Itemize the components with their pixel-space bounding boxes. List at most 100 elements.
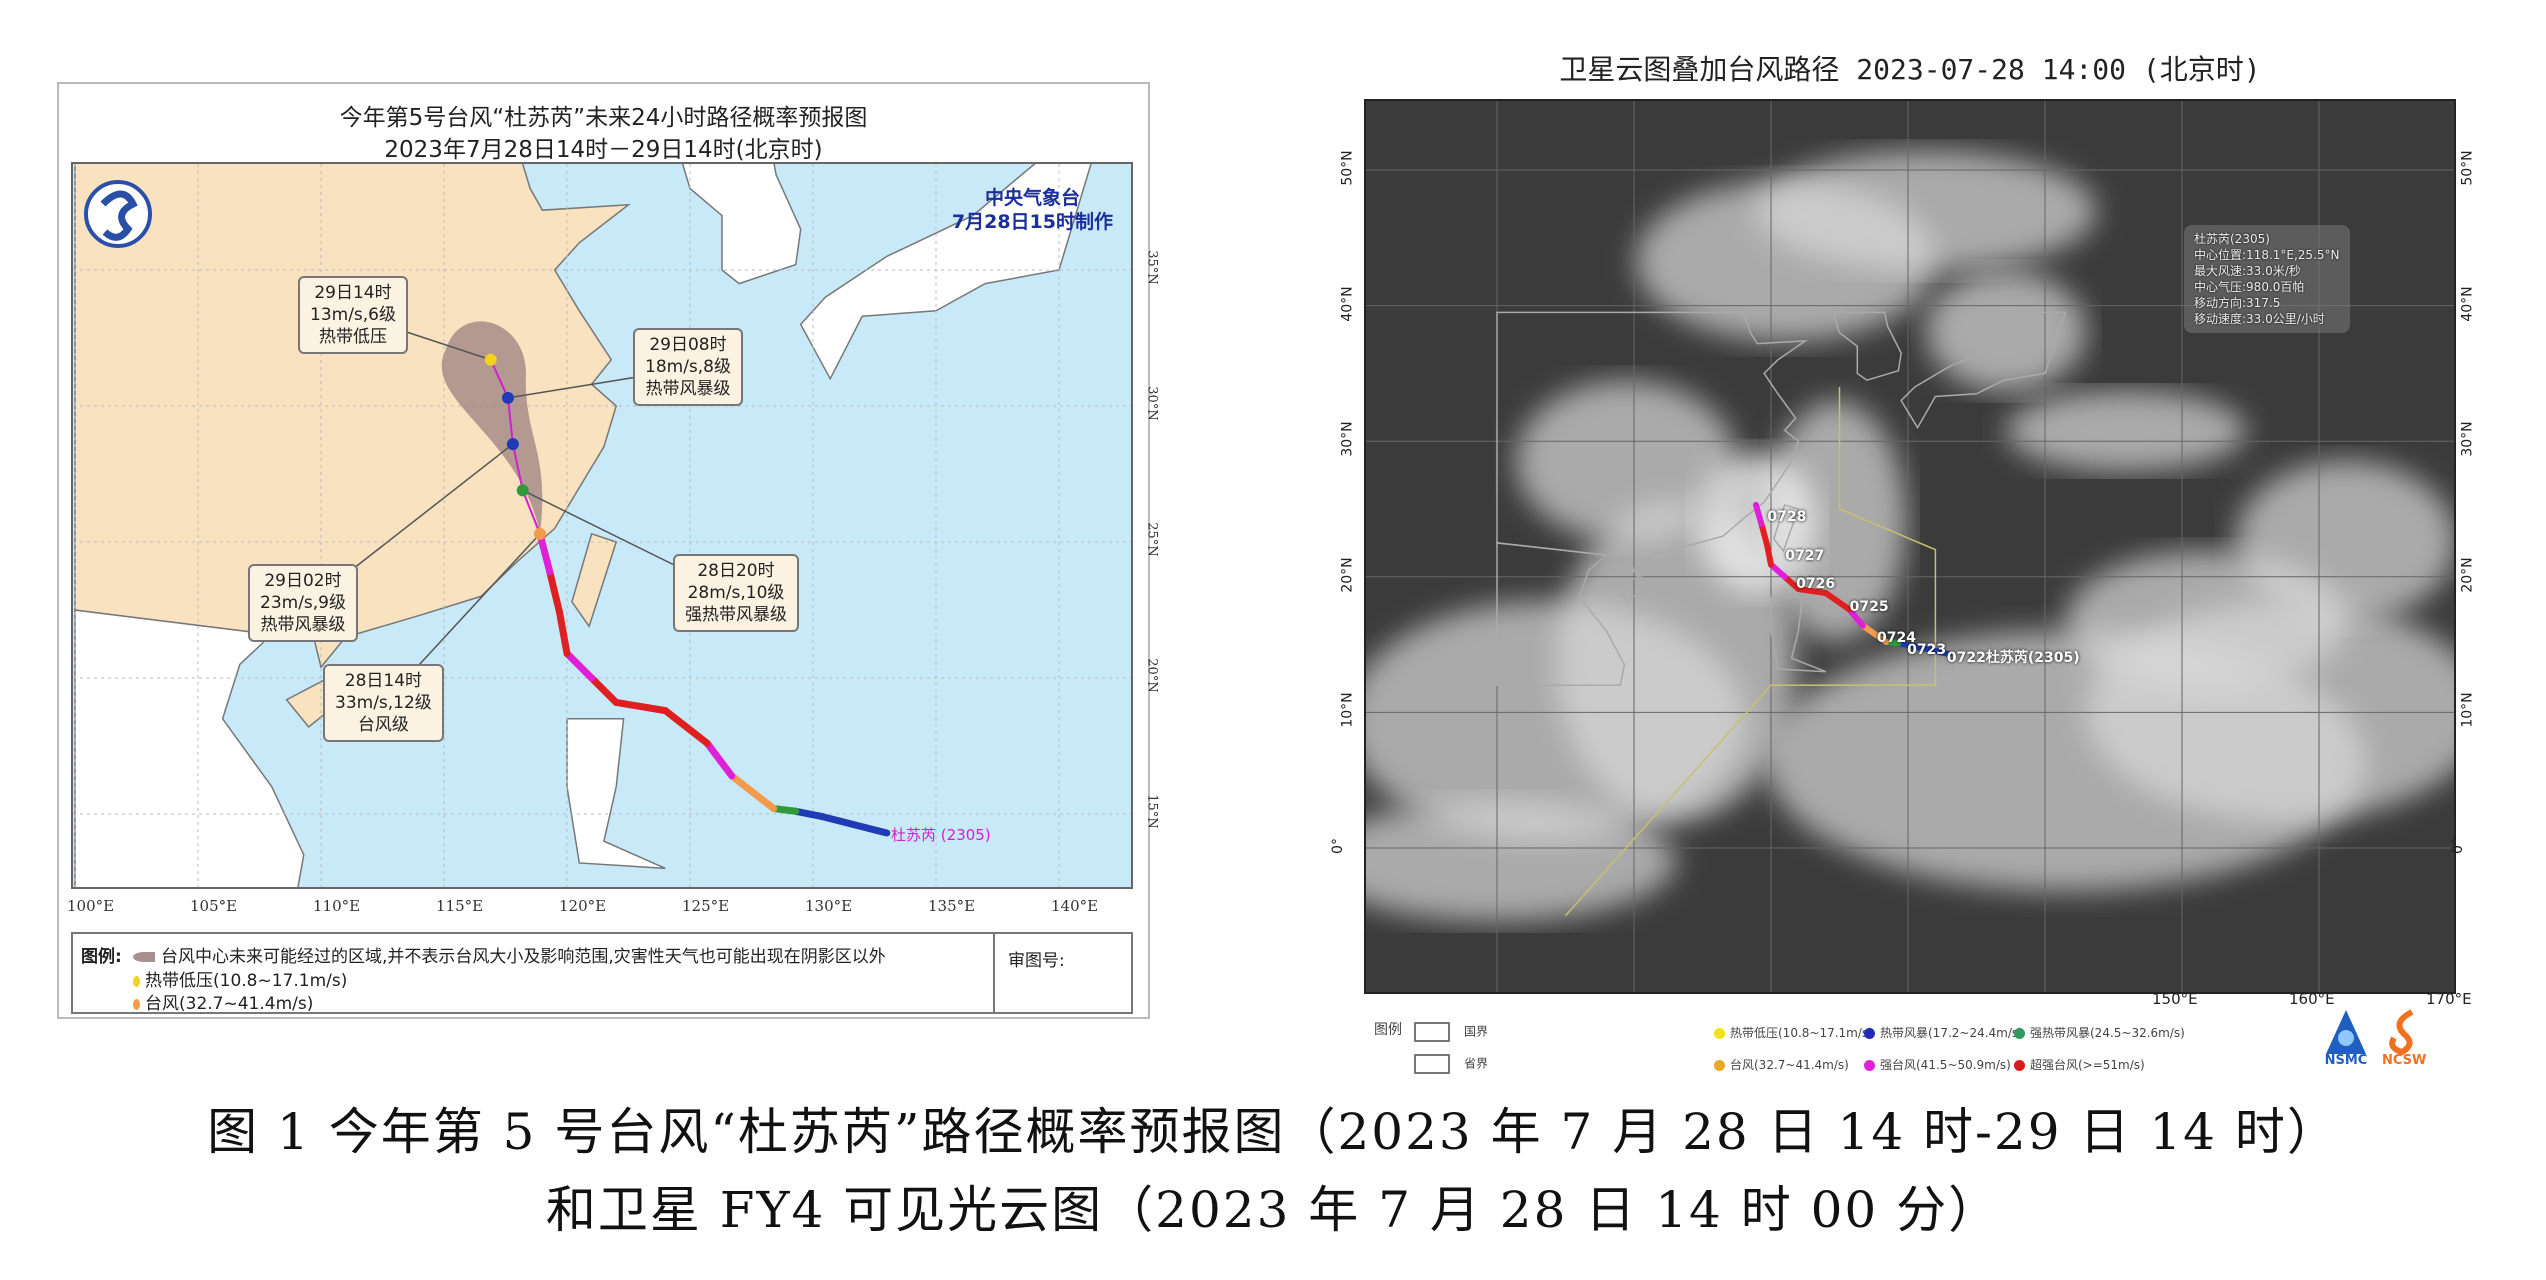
track-date-label: 0722杜苏芮(2305) [1946, 650, 2080, 667]
coastline [1613, 574, 1649, 603]
callout-wind: 28m/s,10级 [687, 583, 785, 603]
ncsw-logo-text: NCSW [2382, 1053, 2427, 1068]
legend-item: 超强台风(>=51m/s) [2014, 1056, 2145, 1073]
typhoon-code: (2305) [940, 826, 991, 844]
legend-cone: 台风中心未来可能经过的区域,并不表示台风大小及影响范围,灾害性天气也可能出现在阴… [133, 942, 886, 967]
forecast-map-canvas [73, 164, 1131, 887]
lat-tick-label: 10°N [2459, 692, 2476, 729]
callout-grade: 热带低压 [319, 327, 387, 347]
callout-wind: 13m/s,6级 [310, 305, 396, 325]
coastline [1772, 504, 1800, 553]
foreign-land [74, 609, 305, 887]
japan-land [799, 164, 1092, 381]
lat-tick-label: 30°N [2459, 421, 2476, 457]
coastline [1831, 311, 1902, 382]
border-swatch-icon [1414, 1022, 1450, 1042]
forecast-point [516, 484, 529, 497]
forecast-callout: 29日14时 13m/s,6级 热带低压 [298, 276, 408, 354]
track-segment [770, 805, 800, 815]
track-segment [1752, 501, 1765, 527]
forecast-callout: 29日02时 23m/s,9级 热带风暴级 [248, 564, 358, 642]
callout-wind: 18m/s,8级 [645, 357, 731, 377]
forecast-map: 中央气象台 7月28日15时制作 28日14时 33m/s,12级 台风级 28日20… [71, 162, 1133, 889]
lon-tick-label: 115°E [436, 897, 484, 915]
cone-text: 台风中心未来可能经过的区域,并不表示台风大小及影响范围,灾害性天气也可能出现在阴… [161, 947, 886, 967]
legend-dot-icon [1864, 1028, 1875, 1039]
forecast-track-segment [489, 359, 509, 399]
china-land [74, 164, 631, 669]
legend-item: 强热带风暴(24.5~32.6m/s) [2014, 1024, 2185, 1041]
track-segment [1910, 642, 1953, 658]
callout-time: 29日08时 [649, 335, 727, 355]
lat-tick-label: 30°N [1339, 421, 1356, 457]
philippines-land [566, 718, 666, 870]
cone-swatch-icon [133, 952, 155, 962]
satellite-legend: 图例 国界 省界 热带低压(10.8~17.1m/s) 热带风暴(17.2~24.… [1364, 1006, 2456, 1086]
lat-tick-label: 0° [1329, 838, 1346, 854]
legend-label: 热带低压(10.8~17.1m/s) [145, 971, 348, 991]
track-segment [1781, 573, 1802, 593]
track-date-label: 0728 [1767, 509, 1807, 526]
callout-wind: 23m/s,9级 [260, 593, 346, 613]
coastline [1496, 311, 1808, 573]
track-date-label: 0726 [1796, 575, 1836, 592]
legend-label: 强台风(41.5~50.9m/s) [1880, 1058, 2011, 1072]
track-date-label: 0727 [1785, 548, 1825, 565]
track-segment [1763, 541, 1774, 568]
track-date-label: 0725 [1849, 598, 1889, 615]
legend-label: 省界 [1464, 1056, 1489, 1071]
track-segment [546, 568, 564, 617]
lon-tick-label: 150°E [2152, 990, 2198, 1008]
warning-line [1564, 386, 1937, 917]
review-number: 审图号: [1008, 951, 1065, 971]
forecast-callout: 29日08时 18m/s,8级 热带风暴级 [633, 328, 743, 406]
info-max-wind: 最大风速:33.0米/秒 [2194, 264, 2301, 278]
satellite-canvas [1366, 101, 2454, 992]
info-speed: 移动速度:33.0公里/小时 [2194, 312, 2325, 326]
coastline [1770, 596, 1827, 673]
lat-tick-label: 0° [2449, 838, 2466, 854]
info-pressure: 中心气压:980.0百帕 [2194, 280, 2305, 294]
track-segment [792, 807, 827, 821]
typhoon-name-label: 杜苏芮 (2305) [891, 824, 991, 845]
callout-grade: 热带风暴级 [645, 379, 731, 399]
coastline [1900, 311, 2067, 430]
lon-tick-label: 100°E [67, 897, 115, 915]
lat-tick-label: 40°N [1339, 285, 1356, 322]
cloud-mass [1366, 801, 1676, 921]
track-segment [556, 609, 571, 658]
legend-dot-icon [2014, 1060, 2025, 1071]
track-segment [1758, 520, 1770, 548]
typhoon-info-box: 杜苏芮(2305) 中心位置:118.1°E,25.5°N 最大风速:33.0米… [2184, 225, 2350, 333]
nsmc-logo-icon: NSMC [2324, 1008, 2368, 1068]
legend-item: 热带低压(10.8~17.1m/s) [133, 966, 347, 991]
typhoon-name: 杜苏芮 [891, 826, 937, 844]
legend-label: 国界 [1464, 1024, 1489, 1039]
lat-tick-label: 40°N [2459, 285, 2476, 322]
cloud-mass [1926, 271, 2086, 391]
lon-tick-label: 135°E [928, 897, 976, 915]
legend-label: 强热带风暴(24.5~32.6m/s) [2030, 1026, 2185, 1040]
korea-land [681, 164, 802, 285]
legend-title: 图例 [1374, 1022, 1402, 1038]
lat-tick-label: 20°N [2459, 557, 2476, 593]
forecast-map-panel: 今年第5号台风“杜苏芮”未来24小时路径概率预报图 2023年7月28日14时－… [57, 82, 1160, 1019]
agency-stamp: 中央气象台 7月28日15时制作 [952, 186, 1113, 234]
legend-label: 台风(32.7~41.4m/s) [145, 994, 314, 1014]
probability-cone [441, 321, 543, 534]
cloud-mass [2066, 551, 2346, 691]
forecast-point [501, 391, 514, 404]
lat-tick-label: 35°N [1144, 250, 1160, 285]
info-position: 中心位置:118.1°E,25.5°N [2194, 248, 2340, 262]
legend-item: 台风(32.7~41.4m/s) [133, 989, 313, 1014]
forecast-callout: 28日14时 33m/s,12级 台风级 [323, 664, 444, 742]
cloud-mass [2006, 391, 2246, 471]
track-date-label: 0723 [1907, 642, 1947, 659]
legend-item: 台风(32.7~41.4m/s) [1714, 1056, 1849, 1073]
province-border-legend: 省界 [1414, 1054, 1488, 1074]
callout-wind: 33m/s,12级 [335, 693, 432, 713]
lon-tick-label: 160°E [2289, 990, 2335, 1008]
callout-time: 28日14时 [344, 671, 423, 691]
border-swatch-icon [1414, 1054, 1450, 1074]
legend-dot-icon [2014, 1028, 2025, 1039]
